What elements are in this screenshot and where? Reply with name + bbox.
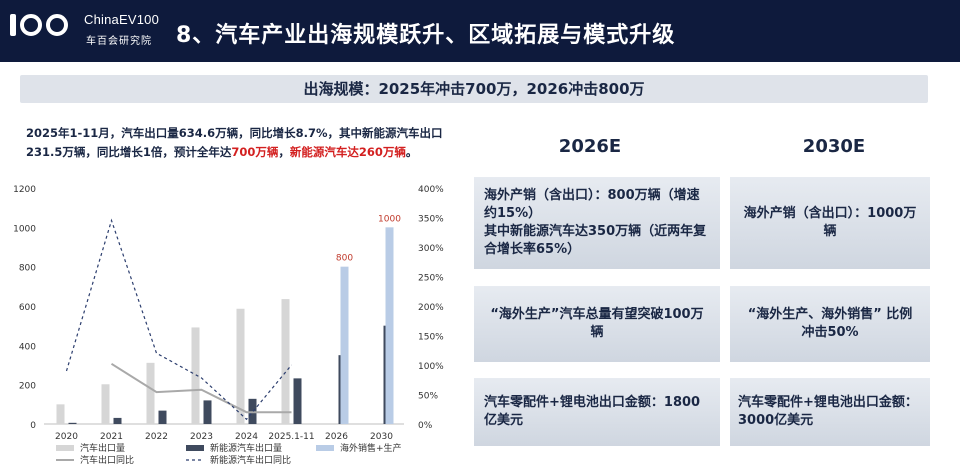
x-tick-label: 2024 xyxy=(235,432,258,442)
header-bar: ChinaEV100 车百会研究院 8、汽车产业出海规模跃升、区域拓展与模式升级 xyxy=(0,0,960,62)
bar-nev-export xyxy=(113,417,122,424)
summary-main: 2025年1-11月，汽车出口量634.6万辆，同比增长8.7%，其中新能源汽车… xyxy=(26,126,443,159)
y-right-tick-label: 400% xyxy=(418,185,444,195)
bar-nev-export xyxy=(68,422,77,424)
summary-highlight-nev: 新能源汽车达260万辆 xyxy=(289,145,406,159)
y-left-tick-label: 0 xyxy=(30,421,36,431)
card-2026-overseas-sales: 海外产销（含出口）：800万辆（增速约15%） 其中新能源汽车达350万辆（近两… xyxy=(474,177,720,269)
export-chart: 0 200 400 600 800 1000 1200 0% 50% 100% 150% 200% 25… xyxy=(13,185,444,466)
legend-nev-export-label: 新能源汽车出口量 xyxy=(210,442,282,454)
summary-separator: ， xyxy=(278,145,290,159)
card-text: 汽车零配件+锂电池出口金额：3000亿美元 xyxy=(738,395,918,428)
y-left-tick-label: 1000 xyxy=(13,224,36,234)
bar-overseas xyxy=(340,266,349,424)
y-left-tick-label: 600 xyxy=(19,303,36,313)
x-tick-label: 2025.1-11 xyxy=(268,432,314,442)
legend-total-yoy-label: 汽车出口同比 xyxy=(80,454,134,466)
line-nev-yoy xyxy=(65,218,292,421)
column-head-2026: 2026E xyxy=(558,136,622,157)
page-title: 8、汽车产业出海规模跃升、区域拓展与模式升级 xyxy=(176,23,676,48)
summary-end: 。 xyxy=(405,145,418,159)
section-banner: 出海规模：2025年冲击700万，2026冲击800万 xyxy=(20,75,928,103)
logo-ring-1 xyxy=(20,14,42,36)
y-left-tick-label: 200 xyxy=(19,382,36,392)
card-text: 海外产销（含出口）：800万辆（增速约15%） 其中新能源汽车达350万辆（近两… xyxy=(484,188,707,257)
x-tick-label: 2022 xyxy=(145,432,168,442)
summary-text: 2025年1-11月，汽车出口量634.6万辆，同比增长8.7%，其中新能源汽车… xyxy=(26,124,456,162)
y-left-tick-label: 1200 xyxy=(13,185,36,195)
bar-data-label: 1000 xyxy=(378,214,401,224)
y-right-tick-label: 100% xyxy=(418,362,444,372)
x-tick-label: 2021 xyxy=(100,432,123,442)
y-right-tick-label: 250% xyxy=(418,274,444,284)
logo-subtitle: 车百会研究院 xyxy=(86,36,152,47)
y-right-tick-label: 50% xyxy=(418,392,438,402)
legend-overseas-swatch xyxy=(316,445,334,451)
card-text: 海外产销（含出口）：1000万辆 xyxy=(743,206,917,239)
y-right-tick-label: 350% xyxy=(418,215,444,225)
bar-total-export xyxy=(146,362,155,424)
y-right-tick-label: 200% xyxy=(418,303,444,313)
card-text: “海外生产、海外销售” 比例冲击50% xyxy=(747,307,913,340)
bar-data-label: 800 xyxy=(336,254,353,264)
bar-nev-export xyxy=(293,378,302,424)
legend-overseas-label: 海外销售+生产 xyxy=(340,442,402,454)
legend-nev-yoy-label: 新能源汽车出口同比 xyxy=(210,454,291,466)
x-tick-label: 2023 xyxy=(190,432,213,442)
card-2026-overseas-production: “海外生产”汽车总量有望突破100万辆 xyxy=(474,286,720,362)
column-head-2030: 2030E xyxy=(802,136,866,157)
bar-overseas xyxy=(385,227,394,424)
card-2030-overseas-ratio: “海外生产、海外销售” 比例冲击50% xyxy=(730,286,930,362)
bar-total-export xyxy=(236,308,245,424)
logo-ring-2 xyxy=(46,14,68,36)
line-total-yoy xyxy=(110,362,292,414)
bar-total-export xyxy=(56,404,65,424)
y-right-tick-label: 300% xyxy=(418,244,444,254)
y-left-tick-label: 800 xyxy=(19,264,36,274)
card-text: 汽车零配件+锂电池出口金额：1800亿美元 xyxy=(484,395,701,428)
logo-brand: ChinaEV100 xyxy=(84,12,159,27)
legend-total-export-swatch xyxy=(56,445,74,451)
card-text: “海外生产”汽车总量有望突破100万辆 xyxy=(490,307,704,340)
x-tick-label: 2026 xyxy=(325,432,348,442)
x-tick-label: 2020 xyxy=(55,432,78,442)
card-2030-parts-export: 汽车零配件+锂电池出口金额：3000亿美元 xyxy=(730,378,930,446)
y-left-tick-label: 400 xyxy=(19,342,36,352)
bar-total-export xyxy=(191,327,200,424)
bar-total-export xyxy=(101,384,110,424)
x-tick-label: 2030 xyxy=(370,432,393,442)
legend-total-export-label: 汽车出口量 xyxy=(80,442,125,454)
card-2026-parts-export: 汽车零配件+锂电池出口金额：1800亿美元 xyxy=(474,378,720,446)
legend-nev-export-swatch xyxy=(186,445,204,451)
bar-nev-export xyxy=(158,410,167,424)
logo: ChinaEV100 车百会研究院 xyxy=(8,8,159,54)
summary-highlight-total: 700万辆 xyxy=(231,145,279,159)
bar-total-export xyxy=(281,299,290,424)
logo-digit-one xyxy=(10,14,16,36)
bar-nev-export xyxy=(203,400,212,424)
y-right-tick-label: 0% xyxy=(418,421,433,431)
y-right-tick-label: 150% xyxy=(418,333,444,343)
card-2030-overseas-sales: 海外产销（含出口）：1000万辆 xyxy=(730,177,930,269)
